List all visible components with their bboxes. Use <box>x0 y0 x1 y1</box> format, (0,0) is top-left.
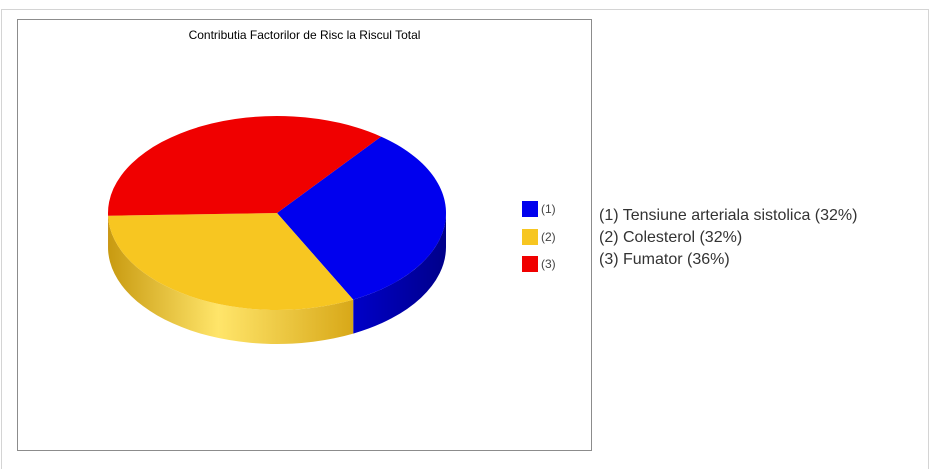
slice-descriptions: (1) Tensiune arteriala sistolica (32%) (… <box>599 205 857 271</box>
legend-label: (1) <box>541 202 556 216</box>
legend-swatch-blue <box>522 201 538 217</box>
description-1: (1) Tensiune arteriala sistolica (32%) <box>599 205 857 227</box>
legend-label: (2) <box>541 230 556 244</box>
pie-chart <box>18 20 591 450</box>
legend-swatch-red <box>522 256 538 272</box>
description-2: (2) Colesterol (32%) <box>599 227 857 249</box>
legend-item-1: (1) <box>522 201 556 217</box>
legend-item-3: (3) <box>522 256 556 272</box>
chart-panel: Contributia Factorilor de Risc la Riscul… <box>17 19 592 451</box>
description-3: (3) Fumator (36%) <box>599 249 857 271</box>
legend-swatch-yellow <box>522 229 538 245</box>
legend-label: (3) <box>541 257 556 271</box>
legend-item-2: (2) <box>522 229 556 245</box>
